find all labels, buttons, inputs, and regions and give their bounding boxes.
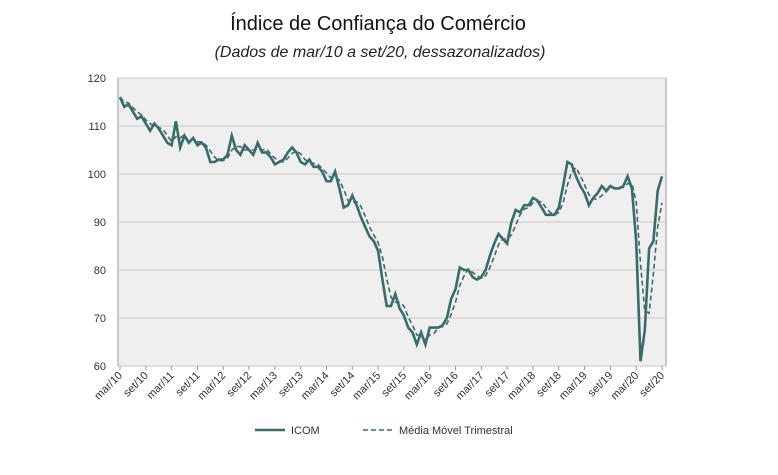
legend-label: ICOM (291, 425, 320, 437)
x-tick-label: mar/15 (351, 370, 384, 403)
x-tick-label: set/20 (637, 370, 667, 400)
y-tick-label: 90 (94, 217, 106, 229)
series-line (119, 96, 663, 342)
chart-title: Índice de Confiança do Comércio (230, 12, 526, 35)
x-tick-label: mar/12 (196, 370, 229, 403)
x-tick-label: mar/13 (247, 370, 280, 403)
y-tick-label: 80 (94, 265, 106, 277)
y-tick-label: 100 (88, 169, 106, 181)
legend-label: Média Móvel Trimestral (399, 425, 513, 437)
y-tick-label: 60 (94, 361, 106, 373)
x-tick-label: mar/16 (402, 370, 435, 403)
y-tick-label: 110 (88, 121, 106, 133)
x-tick-label: mar/19 (557, 370, 590, 403)
x-tick-label: mar/10 (92, 370, 125, 403)
y-tick-label: 120 (88, 73, 106, 85)
y-tick-label: 70 (94, 313, 106, 325)
x-tick-label: mar/11 (145, 370, 177, 402)
x-tick-label: mar/14 (299, 370, 332, 403)
x-tick-label: mar/17 (454, 370, 487, 403)
chart-subtitle: (Dados de mar/10 a set/20, dessazonaliza… (215, 44, 546, 61)
series-line (118, 96, 664, 362)
x-tick-label: mar/18 (505, 370, 538, 403)
x-tick-label: mar/20 (609, 370, 642, 403)
